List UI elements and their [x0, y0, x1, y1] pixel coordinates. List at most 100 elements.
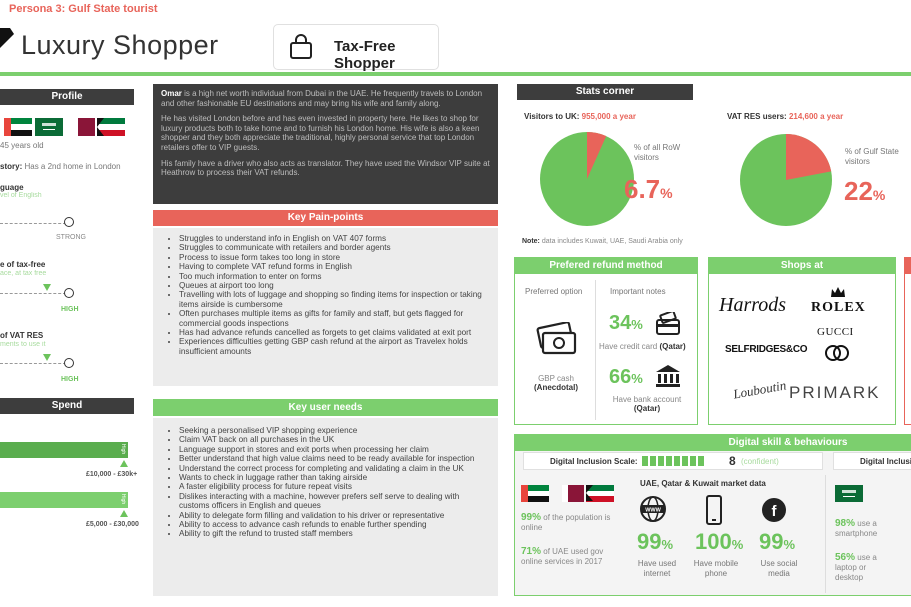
pain-point-item: Too much information to enter on forms: [179, 272, 492, 281]
tax-free-badge: Tax-Free Shopper: [273, 24, 439, 72]
user-need-item: A faster eligibility process for future …: [179, 482, 492, 491]
vatres-title: of VAT RES: [0, 331, 44, 340]
story-p1-text: is a high net worth individual from Duba…: [161, 89, 483, 108]
scale-label: Digital Inclusion Scale:: [550, 457, 638, 466]
shops-section: Shops at Harrods ROLEX GUCCI SELFRIDGES&…: [708, 257, 896, 425]
digital-divider: [825, 475, 826, 593]
m3-pct: 99%: [759, 529, 795, 555]
pain-point-item: Often purchases multiple items as gifts …: [179, 309, 492, 328]
saudi-flag: [835, 485, 863, 502]
facebook-icon: f: [762, 498, 786, 522]
header-divider: [0, 72, 911, 76]
svg-text:f: f: [772, 503, 778, 520]
m2-text: Have mobile phone: [693, 559, 739, 578]
shopping-bag-icon: [290, 34, 312, 59]
user-need-item: Wants to check in luggage rather than ta…: [179, 473, 492, 482]
scale-block: [674, 456, 680, 466]
gucci-gg-icon: [825, 345, 849, 361]
refund-option-line1: GBP cash: [538, 374, 574, 383]
persona-label: Persona 3: Gulf State tourist: [9, 3, 158, 15]
scale-block: [682, 456, 688, 466]
credit-country: (Qatar): [659, 342, 686, 351]
visitors-label: Visitors to UK:: [524, 112, 580, 121]
vatres-pie-highlight-slice: [786, 134, 832, 180]
refund-option-line2: (Anecdotal): [534, 383, 578, 392]
user-needs-list: Seeking a personalised VIP shopping expe…: [159, 426, 492, 539]
vatres-track: [0, 363, 66, 364]
stats-section: Stats corner Visitors to UK: 955,000 a y…: [514, 84, 911, 249]
taxfree-pointer: [43, 284, 51, 291]
digital-scale-box: Digital Inclusion Scale: 8 (confident): [523, 452, 823, 470]
spend-section: Spend High £10,000 - £30k+ High £5,000 -…: [0, 398, 150, 538]
stats-note: Note: data includes Kuwait, UAE, Saudi A…: [522, 238, 683, 245]
pain-point-item: Process to issue form takes too long in …: [179, 253, 492, 262]
pain-point-item: Having to complete VAT refund forms in E…: [179, 262, 492, 271]
spend-heading: Spend: [0, 398, 134, 414]
user-need-item: Better understand that high value claims…: [179, 454, 492, 463]
stats-note-text: data includes Kuwait, UAE, Saudi Arabia …: [541, 238, 683, 245]
language-knob: [64, 217, 74, 227]
user-need-item: Seeking a personalised VIP shopping expe…: [179, 426, 492, 435]
pain-points-heading: Key Pain-points: [153, 210, 498, 226]
vatres-pct-number: 22: [844, 176, 873, 206]
story-p2: He has visited London before and has eve…: [161, 114, 480, 152]
history-label: story:: [0, 162, 23, 171]
credit-pct-number: 34: [609, 312, 632, 334]
scale-blocks: [642, 456, 704, 466]
taxfree-knob: [64, 288, 74, 298]
flag-kuwait: [97, 118, 125, 136]
bank-text-block: Have bank account (Qatar): [599, 395, 695, 413]
scale-value: 8: [729, 454, 736, 468]
taxfree-track: [0, 293, 66, 294]
badge-label: Tax-Free Shopper: [334, 38, 396, 72]
spend-bar-2: [0, 492, 128, 508]
scale-block: [666, 456, 672, 466]
diamond-icon: [0, 28, 14, 48]
crown-icon: [831, 287, 845, 297]
harrods-logo: Harrods: [719, 294, 787, 316]
pain-point-item: Travelling with lots of luggage and shop…: [179, 290, 492, 309]
svg-text:WWW: WWW: [645, 508, 661, 514]
visitors-desc: % of all RoW visitors: [634, 143, 681, 162]
flag-uae: [4, 118, 32, 136]
sa-smart-pct: 98%: [835, 518, 856, 529]
visitors-line: Visitors to UK: 955,000 a year: [524, 112, 636, 121]
user-need-item: Dislikes interacting with a machine, how…: [179, 492, 492, 511]
pain-point-item: Queues at airport too long: [179, 281, 492, 290]
scale-block: [642, 456, 648, 466]
bank-pct-number: 66: [609, 366, 632, 388]
m3-pct-sign: %: [783, 537, 796, 552]
credit-pct-sign: %: [631, 317, 643, 332]
pain-point-item: Experiences difficulties getting GBP cas…: [179, 337, 492, 356]
m1-pct-sign: %: [661, 537, 674, 552]
qatar-flag: [562, 485, 584, 502]
scale-label-2: Digital Inclusion: [860, 457, 911, 466]
pain-point-item: Has had advance refunds cancelled as for…: [179, 328, 492, 337]
visitors-pct-number: 6.7: [624, 174, 661, 204]
uae-pop-text: of the population is online: [521, 513, 611, 532]
vatres-pct: 22%: [844, 176, 885, 207]
story-box: Omar is a high net worth individual from…: [153, 84, 498, 204]
uae-flag: [521, 485, 549, 503]
visitors-pct-sign: %: [660, 185, 673, 201]
spend-bar-1-end: High: [120, 443, 127, 455]
vatres-pointer: [43, 354, 51, 361]
taxfree-title: e of tax-free: [0, 260, 46, 269]
m1-pct-number: 99: [637, 529, 662, 554]
language-title: guage: [0, 183, 24, 192]
pain-point-item: Struggles to communicate with retailers …: [179, 243, 492, 252]
sa-laptop-text: use a laptop or desktop: [835, 553, 877, 582]
louboutin-logo: Louboutin: [732, 377, 788, 402]
user-needs-heading: Key user needs: [153, 399, 498, 416]
language-track: [0, 223, 66, 224]
visitors-pie-chart: [540, 132, 634, 226]
spend-bar-1: [0, 442, 128, 458]
user-need-item: Claim VAT back on all purchases in the U…: [179, 435, 492, 444]
bank-country: (Qatar): [633, 404, 661, 413]
story-p3: His family have a driver who also acts a…: [161, 158, 490, 178]
credit-pct: 34%: [609, 312, 643, 335]
spend-bar-2-range: £5,000 - £30,000: [86, 521, 139, 528]
vatres-users-line: VAT RES users: 214,600 a year: [727, 112, 843, 121]
refund-col1: Preferred option: [525, 287, 583, 296]
history-line: story: Has a 2nd home in London: [0, 162, 121, 171]
